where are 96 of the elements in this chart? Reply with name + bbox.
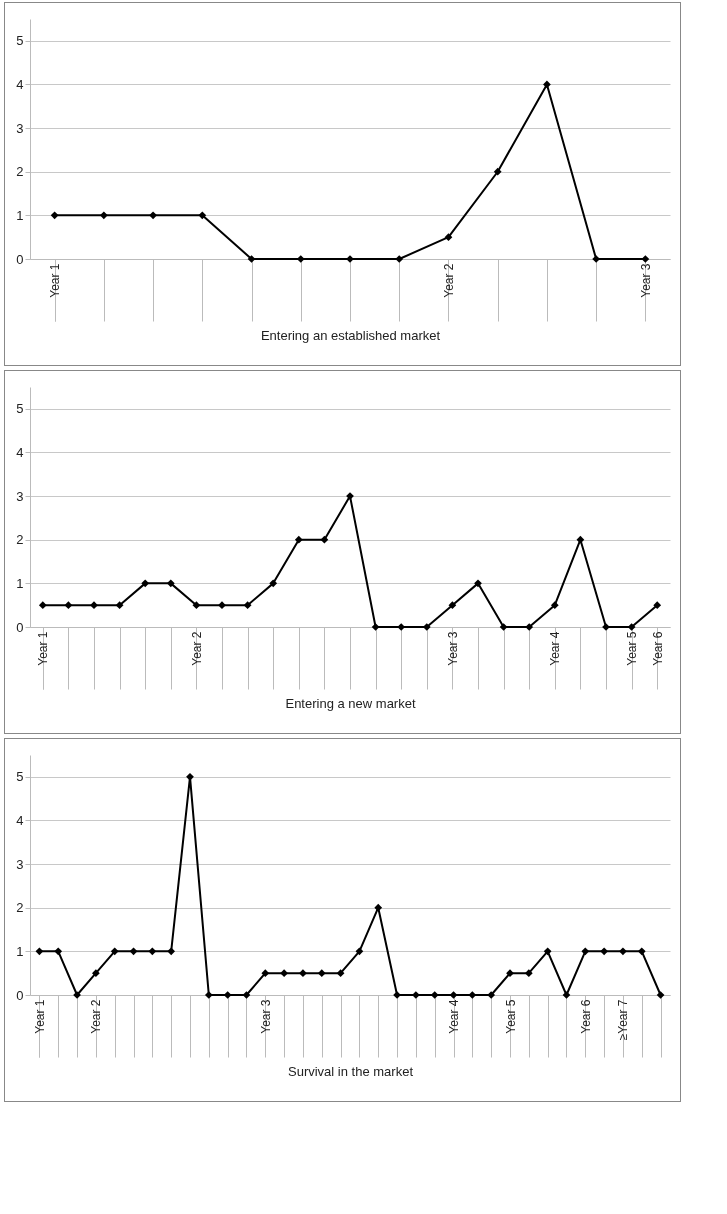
point: [474, 579, 482, 588]
point: [149, 211, 157, 220]
point: [581, 947, 590, 956]
y-tick-label: 5: [16, 769, 24, 785]
x-tick-label: Year 3: [638, 263, 653, 298]
x-tick-label: Year 3: [445, 631, 460, 666]
point: [35, 947, 44, 956]
x-tick-label: Year 5: [625, 631, 640, 666]
point: [167, 947, 176, 956]
y-tick-label: 3: [16, 856, 24, 872]
y-tick-label: 0: [16, 987, 24, 1003]
point: [619, 947, 627, 956]
point: [656, 991, 665, 999]
point: [198, 211, 207, 220]
point: [115, 601, 124, 610]
x-tick-label: Year 1: [32, 999, 47, 1034]
point: [192, 601, 201, 610]
point: [218, 601, 226, 610]
point: [637, 947, 646, 956]
x-axis-title: Survival in the market: [288, 1064, 414, 1079]
point: [204, 991, 213, 999]
point: [280, 969, 288, 978]
y-tick-label: 4: [16, 76, 24, 92]
y-tick-label: 0: [16, 251, 24, 267]
x-tick-label: Year 2: [189, 631, 204, 666]
x-tick-label: Year 2: [441, 263, 456, 298]
point: [54, 947, 63, 956]
point: [627, 623, 636, 631]
point: [543, 80, 551, 89]
x-tick-label: Year 4: [447, 999, 462, 1034]
point: [487, 991, 496, 999]
point: [299, 969, 307, 978]
x-tick-label: Year 4: [548, 631, 563, 666]
x-tick-label: Year 3: [258, 999, 273, 1034]
point: [374, 903, 383, 912]
point: [600, 947, 608, 956]
y-tick-label: 5: [16, 401, 24, 417]
point: [243, 601, 252, 610]
x-axis-title: Entering an established market: [260, 328, 441, 343]
point: [493, 167, 502, 176]
point: [336, 969, 345, 978]
point: [294, 535, 303, 544]
x-axis-title: Entering a new market: [285, 696, 416, 711]
x-tick-label: Year 5: [503, 999, 518, 1034]
y-tick-label: 1: [16, 575, 24, 591]
y-tick-label: 5: [16, 33, 24, 49]
point: [448, 601, 457, 610]
y-tick-label: 0: [16, 619, 24, 635]
x-tick-label: Year 1: [48, 263, 63, 298]
x-tick-label: Year 6: [578, 999, 593, 1034]
y-tick-label: 4: [16, 444, 24, 460]
point: [449, 991, 458, 999]
point: [499, 623, 508, 631]
point: [110, 947, 119, 956]
point: [543, 947, 552, 956]
x-tick-label: ≥Year 7: [616, 999, 631, 1041]
point: [38, 601, 47, 610]
x-tick-label: Year 1: [36, 631, 51, 666]
point: [186, 772, 194, 781]
point: [50, 211, 59, 220]
point: [355, 947, 364, 956]
point: [92, 969, 100, 978]
y-tick-label: 2: [16, 164, 24, 180]
point: [320, 535, 329, 544]
point: [653, 601, 662, 610]
y-tick-label: 4: [16, 812, 24, 828]
y-tick-label: 2: [16, 900, 24, 916]
y-tick-label: 2: [16, 532, 24, 548]
point: [317, 969, 326, 978]
y-tick-label: 1: [16, 207, 24, 223]
point: [524, 969, 533, 978]
point: [242, 991, 251, 999]
x-tick-label: Year 6: [650, 631, 665, 666]
y-tick-label: 3: [16, 120, 24, 136]
point: [247, 255, 256, 263]
point: [64, 601, 73, 610]
point: [90, 601, 98, 610]
y-tick-label: 1: [16, 943, 24, 959]
point: [269, 579, 278, 588]
point: [141, 579, 150, 588]
point: [550, 601, 559, 610]
point: [129, 947, 138, 956]
point: [562, 991, 571, 999]
point: [148, 947, 157, 956]
point: [444, 233, 453, 242]
point: [506, 969, 514, 978]
y-tick-label: 3: [16, 488, 24, 504]
point: [166, 579, 175, 588]
point: [371, 623, 380, 631]
point: [641, 255, 650, 263]
point: [395, 255, 404, 263]
point: [576, 535, 585, 544]
x-tick-label: Year 2: [89, 999, 104, 1034]
point: [99, 211, 108, 220]
point: [525, 623, 534, 631]
point: [261, 969, 270, 978]
